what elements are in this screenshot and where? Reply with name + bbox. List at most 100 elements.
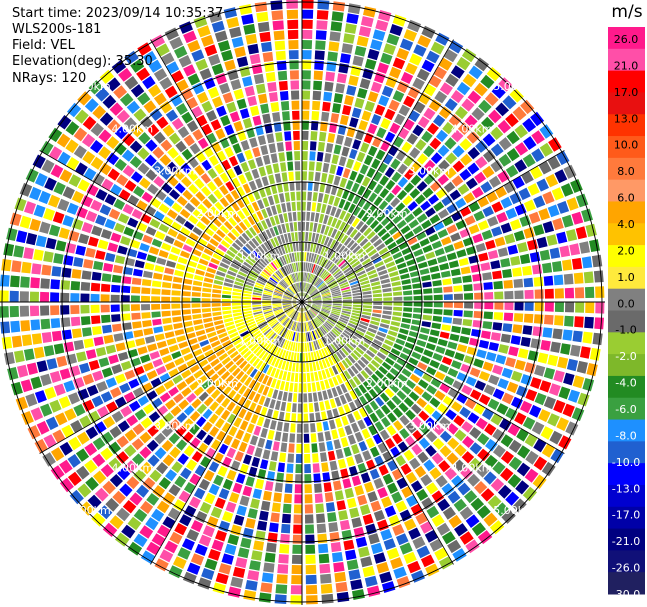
- range-gate-cell: [332, 253, 340, 262]
- range-gate-cell: [281, 523, 291, 534]
- range-gate-cell: [236, 152, 246, 163]
- range-gate-cell: [487, 216, 499, 227]
- range-gate-cell: [244, 281, 254, 287]
- range-gate-cell: [63, 380, 76, 393]
- range-gate-cell: [296, 191, 301, 201]
- range-gate-cell: [331, 266, 339, 275]
- range-gate-cell: [96, 381, 108, 393]
- range-gate-cell: [220, 409, 231, 421]
- range-gate-cell: [459, 168, 472, 181]
- range-gate-cell: [212, 289, 222, 294]
- range-gate-cell: [174, 475, 187, 488]
- range-gate-cell: [320, 224, 326, 234]
- range-gate-cell: [315, 40, 326, 50]
- range-gate-cell: [278, 314, 286, 321]
- range-gate-cell: [399, 38, 414, 51]
- range-gate-cell: [245, 318, 255, 324]
- range-gate-cell: [321, 359, 328, 369]
- range-gate-cell: [231, 177, 241, 188]
- range-gate-cell: [208, 461, 220, 473]
- range-gate-cell: [377, 62, 389, 74]
- range-gate-cell: [358, 407, 368, 418]
- range-gate-cell: [474, 481, 488, 495]
- range-gate-cell: [328, 332, 336, 341]
- range-gate-cell: [439, 82, 453, 96]
- range-gate-cell: [394, 257, 405, 265]
- range-gate-cell: [292, 302, 297, 304]
- range-gate-cell: [211, 303, 221, 307]
- range-gate-cell: [247, 159, 257, 170]
- range-gate-cell: [77, 431, 90, 445]
- range-gate-cell: [162, 281, 172, 289]
- range-gate-cell: [443, 375, 455, 386]
- range-gate-cell: [310, 288, 318, 296]
- range-gate-cell: [150, 197, 162, 209]
- range-gate-cell: [293, 303, 297, 306]
- range-gate-cell: [239, 267, 249, 275]
- range-gate-cell: [386, 334, 396, 342]
- range-gate-cell: [367, 377, 376, 387]
- range-gate-cell: [286, 151, 293, 161]
- range-gate-cell: [251, 237, 260, 247]
- range-gate-cell: [329, 331, 338, 339]
- range-gate-cell: [143, 327, 154, 336]
- range-gate-cell: [257, 384, 265, 394]
- range-gate-cell: [528, 211, 541, 224]
- range-gate-cell: [203, 146, 214, 158]
- range-gate-cell: [395, 500, 408, 513]
- range-gate-cell: [525, 389, 538, 402]
- range-gate-cell: [295, 294, 299, 298]
- range-gate-cell: [413, 289, 423, 295]
- range-gate-cell: [367, 491, 378, 503]
- range-gate-cell: [442, 121, 455, 135]
- range-gate-cell: [213, 344, 223, 353]
- range-gate-cell: [490, 126, 504, 140]
- range-gate-cell: [36, 420, 50, 435]
- range-gate-cell: [261, 352, 269, 361]
- range-gate-cell: [167, 147, 179, 159]
- range-gate-cell: [210, 506, 223, 519]
- range-gate-cell: [523, 227, 535, 239]
- range-gate-cell: [505, 491, 520, 506]
- range-gate-cell: [192, 129, 204, 141]
- range-gate-cell: [260, 145, 269, 156]
- range-gate-cell: [248, 240, 257, 249]
- range-gate-cell: [322, 295, 332, 299]
- range-gate-cell: [153, 68, 168, 82]
- range-gate-cell: [92, 370, 104, 382]
- range-gate-cell: [437, 255, 448, 264]
- range-gate-cell: [280, 338, 286, 348]
- range-gate-cell: [162, 216, 174, 226]
- range-gate-cell: [213, 189, 223, 200]
- range-gate-cell: [465, 539, 480, 554]
- range-gate-cell: [242, 363, 251, 373]
- range-gate-cell: [327, 356, 334, 366]
- range-gate-cell: [359, 164, 369, 175]
- range-gate-cell: [324, 225, 330, 236]
- range-gate-cell: [370, 542, 383, 555]
- range-gate-cell: [413, 302, 423, 307]
- range-gate-cell: [502, 95, 517, 110]
- range-gate-cell: [360, 142, 370, 153]
- range-gate-cell: [262, 449, 271, 460]
- range-gate-cell: [336, 187, 344, 198]
- range-gate-cell: [247, 95, 258, 107]
- range-gate-cell: [281, 316, 289, 325]
- range-gate-cell: [212, 253, 223, 261]
- range-gate-cell: [352, 310, 362, 314]
- range-gate-cell: [290, 80, 299, 90]
- range-gate-cell: [43, 251, 54, 263]
- range-gate-cell: [147, 183, 159, 195]
- range-gate-cell: [332, 299, 342, 302]
- range-gate-cell: [167, 175, 179, 187]
- colorbar-tick-label: 0.0: [617, 297, 635, 310]
- range-gate-cell: [339, 221, 347, 231]
- range-gate-cell: [266, 265, 275, 273]
- range-gate-cell: [514, 142, 529, 156]
- range-gate-cell: [345, 158, 355, 169]
- range-gate-cell: [324, 335, 332, 344]
- range-gate-cell: [82, 373, 94, 385]
- range-gate-cell: [284, 277, 291, 286]
- range-gate-cell: [343, 249, 351, 259]
- range-gate-cell: [33, 346, 45, 359]
